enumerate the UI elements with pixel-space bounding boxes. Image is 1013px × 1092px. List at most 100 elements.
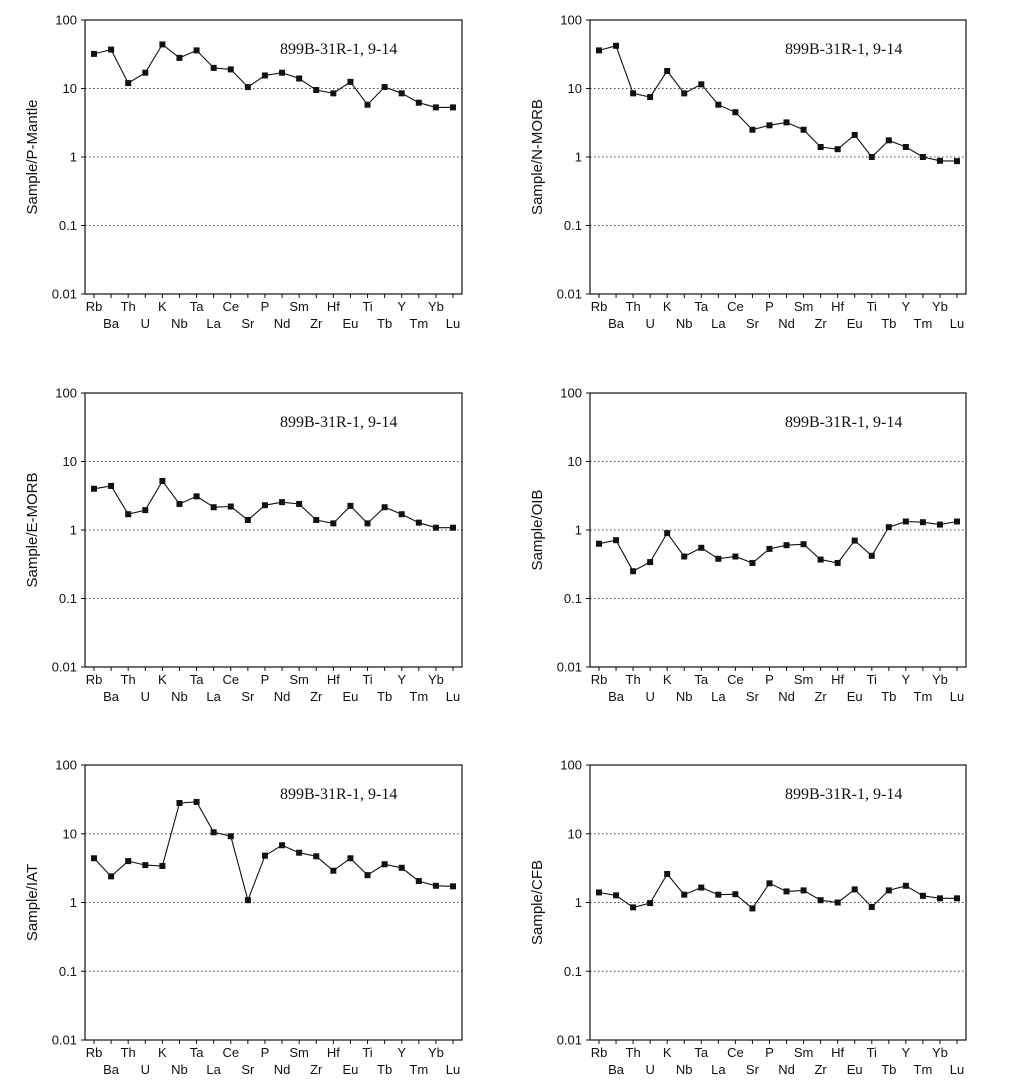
- plot-frame: [589, 764, 967, 1041]
- data-point-zr: [313, 853, 320, 860]
- y-tick-label: 0.1: [59, 591, 77, 606]
- data-point-k: [159, 41, 166, 48]
- x-tick-label: U: [141, 316, 150, 331]
- x-tick-label: Ta: [694, 299, 709, 314]
- data-point-eu: [347, 855, 354, 862]
- data-point-th: [630, 90, 637, 97]
- x-tick-label: Sr: [746, 1062, 760, 1077]
- data-point-ti: [364, 101, 371, 108]
- sample-label: 899B-31R-1, 9-14: [280, 41, 397, 58]
- y-tick-label: 0.01: [557, 660, 582, 675]
- data-point-yb: [432, 104, 439, 111]
- x-tick-label: K: [663, 672, 672, 687]
- y-tick-label: 1: [575, 895, 582, 910]
- data-point-y: [398, 90, 405, 97]
- data-point-th: [125, 80, 132, 87]
- x-tick-label: Hf: [831, 672, 844, 687]
- data-point-ba: [613, 537, 620, 544]
- x-tick-label: Hf: [327, 1045, 340, 1060]
- x-tick-label: Tm: [914, 689, 933, 704]
- x-tick-label: Eu: [847, 316, 863, 331]
- data-point-p: [261, 502, 268, 509]
- data-point-hf: [330, 867, 337, 874]
- data-point-th: [125, 858, 132, 865]
- data-point-tm: [415, 519, 422, 526]
- data-point-k: [664, 530, 671, 537]
- x-tick-label: Y: [902, 1045, 911, 1060]
- data-point-lu: [954, 518, 960, 525]
- x-tick-label: Lu: [446, 689, 460, 704]
- x-tick-label: Nb: [676, 1062, 693, 1077]
- x-tick-label: Tb: [377, 689, 392, 704]
- x-tick-label: Yb: [932, 1045, 948, 1060]
- data-point-nb: [681, 891, 688, 898]
- data-point-tb: [381, 504, 388, 511]
- data-point-la: [210, 504, 217, 511]
- y-tick-label: 1: [575, 150, 582, 165]
- data-point-zr: [817, 897, 824, 904]
- data-point-nb: [176, 54, 183, 61]
- x-tick-label: K: [663, 1045, 672, 1060]
- x-tick-label: Eu: [342, 1062, 358, 1077]
- sample-label: 899B-31R-1, 9-14: [785, 41, 902, 58]
- y-tick-label: 10: [568, 454, 582, 469]
- data-point-nd: [783, 119, 790, 126]
- data-point-u: [647, 94, 654, 101]
- data-point-eu: [347, 78, 354, 85]
- data-point-tm: [919, 519, 926, 526]
- data-point-nb: [681, 553, 688, 560]
- data-point-sm: [296, 849, 303, 856]
- data-point-ba: [108, 873, 115, 880]
- x-tick-label: Ba: [608, 1062, 625, 1077]
- y-axis-title: Sample/CFB: [529, 860, 546, 945]
- x-tick-label: Th: [121, 672, 136, 687]
- x-tick-label: Sm: [289, 672, 309, 687]
- y-tick-label: 0.01: [557, 1033, 582, 1048]
- plot-frame: [84, 764, 463, 1041]
- data-point-ba: [613, 892, 620, 899]
- x-tick-label: Lu: [950, 316, 964, 331]
- x-tick-label: Zr: [310, 1062, 323, 1077]
- data-point-eu: [851, 886, 858, 893]
- x-tick-label: Sm: [289, 299, 309, 314]
- data-point-ti: [364, 872, 371, 879]
- data-point-hf: [330, 520, 337, 527]
- y-tick-label: 10: [63, 81, 77, 96]
- data-point-k: [159, 862, 166, 869]
- x-tick-label: Tb: [881, 689, 896, 704]
- x-tick-label: Sr: [746, 689, 760, 704]
- x-tick-label: Lu: [446, 316, 460, 331]
- data-point-ta: [193, 47, 200, 54]
- x-tick-label: Nd: [274, 689, 291, 704]
- data-point-ce: [227, 833, 234, 840]
- y-tick-label: 0.01: [52, 660, 77, 675]
- x-tick-label: Zr: [814, 1062, 827, 1077]
- series-line: [93, 480, 453, 529]
- x-tick-label: Yb: [428, 299, 444, 314]
- x-tick-label: Ce: [222, 299, 239, 314]
- data-point-y: [902, 143, 909, 150]
- y-tick-label: 100: [55, 386, 77, 401]
- data-point-sr: [244, 897, 251, 904]
- data-point-eu: [851, 131, 858, 138]
- plot-frame: [84, 19, 463, 295]
- data-point-zr: [313, 516, 320, 523]
- data-point-y: [902, 518, 909, 525]
- y-tick-label: 100: [560, 386, 582, 401]
- x-tick-label: Zr: [814, 316, 827, 331]
- x-tick-label: Nd: [778, 1062, 795, 1077]
- data-point-p: [261, 72, 268, 79]
- x-tick-label: Th: [626, 672, 641, 687]
- data-point-sm: [800, 126, 807, 133]
- sample-label: 899B-31R-1, 9-14: [785, 786, 902, 803]
- x-tick-label: Sm: [794, 672, 814, 687]
- data-point-eu: [347, 502, 354, 509]
- x-tick-label: Ba: [608, 316, 625, 331]
- x-tick-label: Yb: [428, 672, 444, 687]
- x-tick-label: P: [261, 1045, 270, 1060]
- x-tick-label: Ti: [362, 672, 372, 687]
- x-tick-label: Th: [121, 1045, 136, 1060]
- data-point-p: [766, 880, 773, 887]
- data-point-p: [766, 122, 773, 129]
